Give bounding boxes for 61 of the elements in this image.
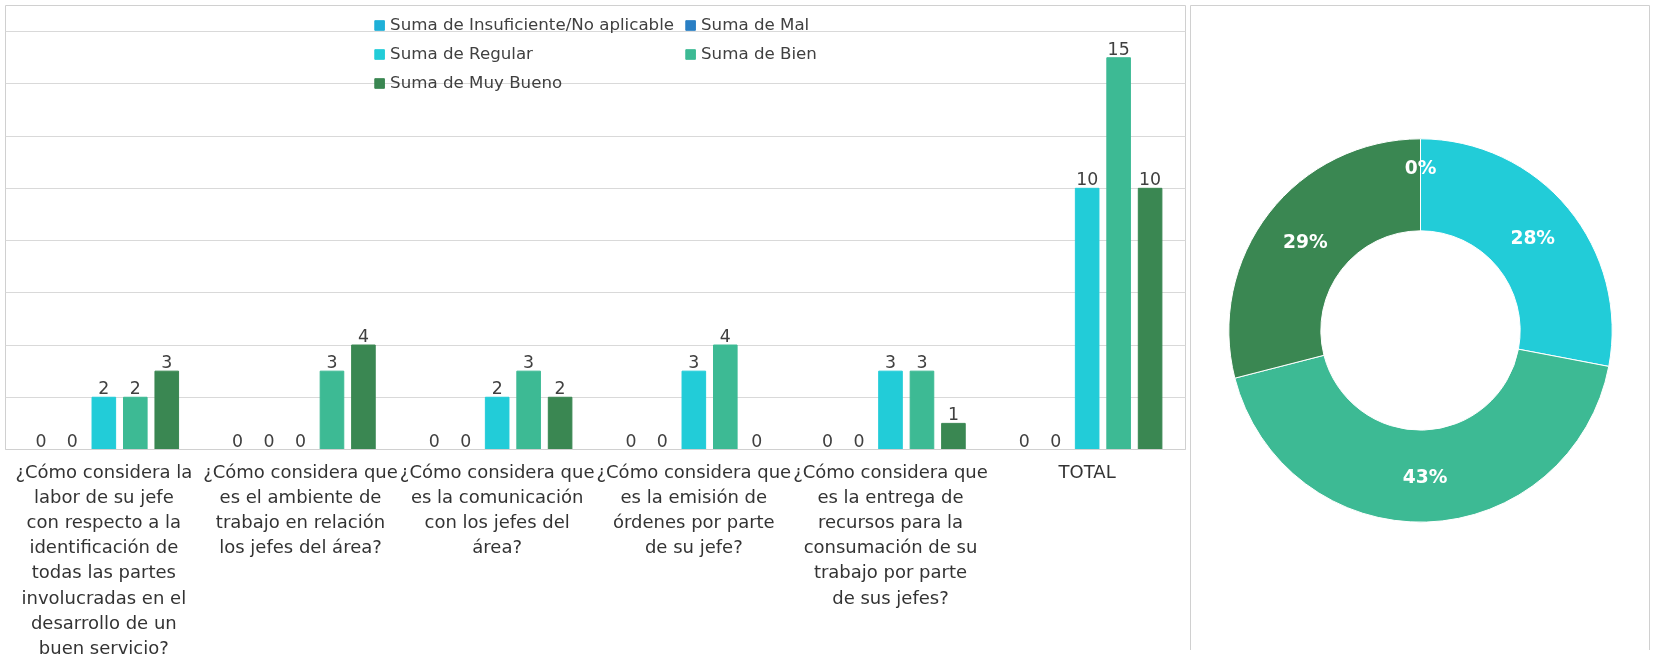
x-tick-label: ¿Cómo considera que es la comunicación con los jefes del área? <box>399 460 595 558</box>
bar <box>319 370 345 450</box>
data-label: 1 <box>947 404 959 425</box>
data-label: 3 <box>688 352 700 373</box>
data-label: 3 <box>523 352 535 373</box>
data-label: 0 <box>460 430 472 451</box>
data-label: 0 <box>232 430 244 451</box>
data-label: 2 <box>554 378 566 399</box>
data-label: 0 <box>751 430 763 451</box>
data-label: 10 <box>1076 169 1099 190</box>
data-label: 2 <box>129 378 141 399</box>
legend-label: Suma de Bien <box>701 44 817 63</box>
bar <box>713 344 738 450</box>
x-tick-label: ¿Cómo considera que es la emisión de órdenes por parte de su jefe? <box>596 460 792 558</box>
data-label: 0 <box>1018 430 1030 451</box>
data-label: 0 <box>35 430 47 451</box>
bar <box>681 370 707 450</box>
legend-label: Suma de Muy Bueno <box>390 73 563 92</box>
legend-label: Suma de Regular <box>390 44 533 63</box>
data-label: 10 <box>1139 169 1162 190</box>
data-label: 2 <box>98 378 110 399</box>
bar <box>154 370 180 450</box>
bar <box>1106 57 1131 450</box>
bar <box>91 396 117 450</box>
data-label: 0 <box>428 430 440 451</box>
data-label: 29% <box>1283 230 1329 252</box>
x-tick-label: TOTAL <box>1057 460 1116 482</box>
bar <box>878 370 903 450</box>
data-label: 4 <box>357 326 369 347</box>
text: 0% <box>1404 157 1437 179</box>
data-label: 0 <box>853 430 865 451</box>
data-label: 0 <box>263 430 275 451</box>
bar <box>484 396 510 450</box>
data-label: 0 <box>822 430 834 451</box>
data-label: 2 <box>491 378 503 399</box>
data-label: 4 <box>719 326 731 347</box>
bar <box>1074 187 1100 450</box>
data-label: 3 <box>884 352 897 373</box>
x-tick-label: ¿Cómo considera la labor de su jefe con respecto a la identificación de todas las partes involucradas en el desarrollo de un buen servicio? <box>15 460 193 658</box>
data-label: 0 <box>625 430 637 451</box>
bar <box>909 370 935 450</box>
bar <box>941 422 966 450</box>
data-label: 0 <box>1050 430 1062 451</box>
bar <box>123 396 148 450</box>
legend-label: Suma de Mal <box>701 15 810 34</box>
data-label: 3 <box>916 352 928 373</box>
data-label: 0 <box>294 430 307 451</box>
bar <box>1137 187 1163 450</box>
data-label: 15 <box>1107 38 1130 59</box>
x-tick-label: ¿Cómo considera que es el ambiente de trabajo en relación los jefes del área? <box>203 460 398 558</box>
data-label: 3 <box>326 352 338 373</box>
bar <box>516 370 541 450</box>
data-label: 0 <box>656 430 668 451</box>
data-label: 43% <box>1402 465 1448 487</box>
data-label: 0 <box>66 430 78 451</box>
bar <box>547 396 573 450</box>
x-tick-label: ¿Cómo considera que es la entrega de recursos para la consumación de su trabajo por parte de sus jefes? <box>793 460 988 608</box>
legend-label: Suma de Insuficiente/No aplicable <box>390 15 675 34</box>
bar <box>351 344 376 450</box>
data-label: 3 <box>161 352 173 373</box>
data-label: 28% <box>1510 227 1556 249</box>
